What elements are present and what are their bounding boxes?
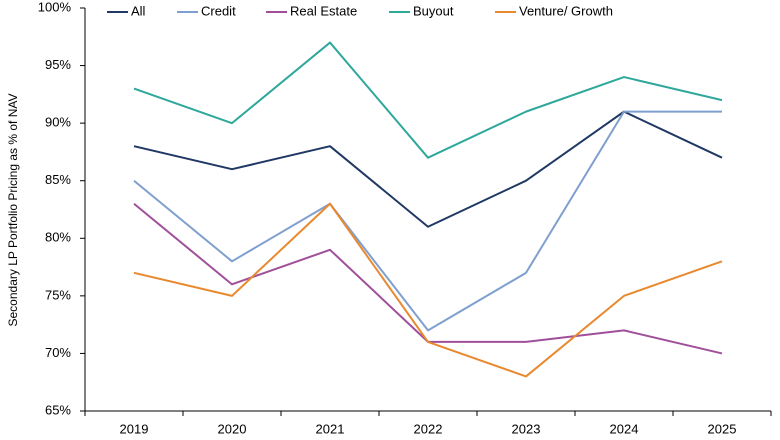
y-tick-label: 90% bbox=[45, 115, 71, 130]
series-line bbox=[133, 41, 723, 159]
legend-label: Real Estate bbox=[290, 3, 357, 18]
x-tick-label: 2020 bbox=[218, 421, 247, 436]
y-axis-label: Secondary LP Portfolio Pricing as % of N… bbox=[6, 93, 20, 326]
legend-label: All bbox=[131, 3, 146, 18]
x-tick-label: 2019 bbox=[120, 421, 149, 436]
series-line bbox=[133, 110, 723, 228]
y-tick-label: 70% bbox=[45, 345, 71, 360]
legend-label: Venture/ Growth bbox=[519, 3, 613, 18]
y-tick-label: 65% bbox=[45, 402, 71, 417]
y-tick-label: 100% bbox=[38, 0, 72, 14]
x-tick-label: 2022 bbox=[414, 421, 443, 436]
legend-label: Credit bbox=[201, 3, 236, 18]
x-tick-label: 2024 bbox=[610, 421, 639, 436]
y-tick-label: 80% bbox=[45, 230, 71, 245]
y-tick-label: 75% bbox=[45, 287, 71, 302]
x-tick-label: 2021 bbox=[316, 421, 345, 436]
legend-label: Buyout bbox=[413, 3, 454, 18]
series-line bbox=[133, 202, 723, 378]
x-tick-label: 2023 bbox=[512, 421, 541, 436]
y-tick-label: 95% bbox=[45, 57, 71, 72]
x-tick-label: 2025 bbox=[708, 421, 737, 436]
y-tick-label: 85% bbox=[45, 172, 71, 187]
series-line bbox=[133, 110, 722, 332]
